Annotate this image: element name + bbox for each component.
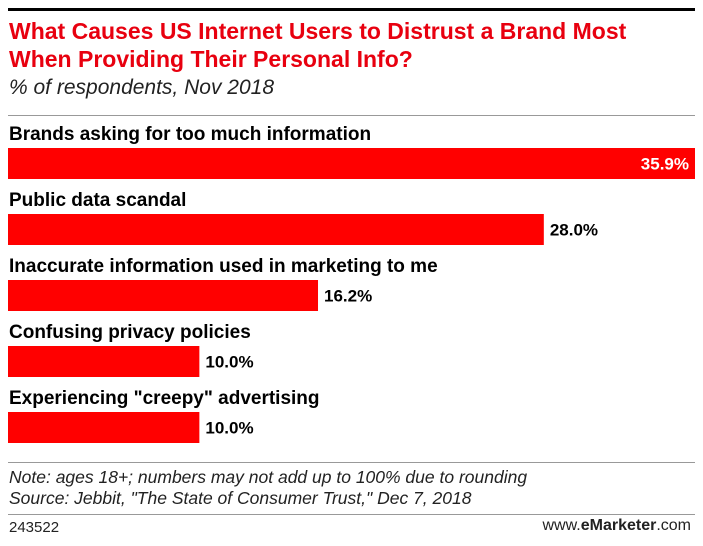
chart-subtitle: % of respondents, Nov 2018	[9, 76, 275, 99]
chart-id: 243522	[9, 519, 60, 536]
footer-divider	[8, 514, 695, 515]
value-label: 28.0%	[550, 221, 598, 240]
bar-chart: Brands asking for too much information 35…	[8, 124, 695, 443]
category-label: Inaccurate information used in marketing…	[9, 256, 438, 277]
bar	[8, 280, 319, 311]
bar	[8, 214, 544, 245]
bar	[8, 412, 200, 443]
brand-suffix: .com	[656, 517, 691, 534]
category-label: Confusing privacy policies	[9, 322, 251, 343]
notes: Note: ages 18+; numbers may not add up t…	[9, 467, 527, 509]
brand-logo: www.eMarketer.com	[542, 517, 691, 535]
header-divider	[8, 115, 695, 116]
chart-title: What Causes US Internet Users to Distrus…	[9, 18, 627, 72]
source-text: Source: Jebbit, "The State of Consumer T…	[9, 488, 472, 508]
value-label: 35.9%	[641, 155, 689, 174]
bar	[8, 148, 695, 179]
value-label: 16.2%	[324, 287, 372, 306]
bar	[8, 346, 200, 377]
category-label: Experiencing "creepy" advertising	[9, 388, 320, 409]
category-label: Public data scandal	[9, 190, 186, 211]
brand-name: eMarketer	[580, 517, 657, 534]
brand-prefix: www.	[542, 517, 581, 534]
top-rule	[8, 8, 695, 11]
note-text: Note: ages 18+; numbers may not add up t…	[9, 467, 528, 487]
category-label: Brands asking for too much information	[9, 124, 371, 145]
value-label: 10.0%	[205, 353, 253, 372]
notes-divider	[8, 462, 695, 463]
value-label: 10.0%	[205, 419, 253, 438]
